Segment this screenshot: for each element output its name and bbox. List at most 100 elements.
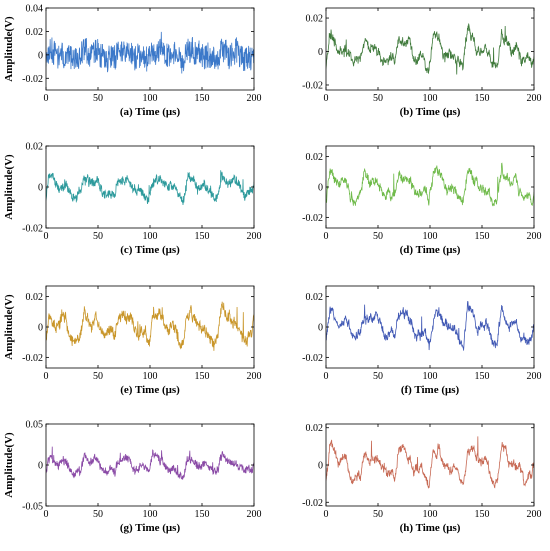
y-tick-label: 0 — [318, 47, 323, 58]
y-tick-label: -0.05 — [22, 502, 43, 513]
x-axis-title: (a) Time (μs) — [120, 106, 181, 118]
signal-series-a — [46, 31, 254, 74]
y-tick-label: 0.02 — [26, 292, 44, 303]
y-tick-label: -0.02 — [302, 213, 323, 224]
y-tick-label: 0.04 — [26, 4, 44, 15]
x-tick-label: 150 — [475, 371, 490, 382]
x-axis-title: (b) Time (μs) — [400, 106, 461, 118]
x-tick-label: 200 — [247, 509, 262, 520]
x-tick-label: 150 — [475, 93, 490, 104]
x-tick-label: 150 — [195, 509, 210, 520]
y-axis-title: Amplitude(V) — [3, 16, 15, 82]
x-tick-label: 50 — [373, 93, 383, 104]
plot-frame — [45, 145, 255, 229]
y-tick-label: -0.02 — [302, 498, 323, 509]
y-tick-label: -0.02 — [302, 353, 323, 364]
y-tick-label: 0.02 — [306, 292, 324, 303]
signal-series-b — [326, 23, 534, 75]
x-tick-label: 50 — [93, 509, 103, 520]
x-tick-label: 0 — [324, 93, 329, 104]
x-tick-label: 0 — [44, 93, 49, 104]
y-tick-label: -0.02 — [22, 74, 43, 85]
x-axis-title: (d) Time (μs) — [400, 244, 461, 256]
signal-series-e — [46, 301, 254, 351]
x-tick-label: 50 — [373, 509, 383, 520]
x-tick-label: 50 — [93, 371, 103, 382]
signal-series-g — [46, 446, 254, 480]
y-tick-label: 0.02 — [26, 27, 44, 38]
x-tick-label: 0 — [324, 371, 329, 382]
y-axis-title: Amplitude(V) — [3, 154, 15, 220]
y-tick-label: 0.02 — [306, 423, 324, 434]
y-axis-title: Amplitude(V) — [3, 294, 15, 360]
y-tick-label: 0.02 — [306, 152, 324, 163]
x-tick-label: 200 — [247, 231, 262, 242]
y-tick-label: 0 — [38, 461, 43, 472]
y-tick-label: -0.02 — [302, 80, 323, 91]
y-tick-label: 0 — [318, 323, 323, 334]
x-tick-label: 200 — [527, 371, 542, 382]
x-tick-label: 200 — [247, 371, 262, 382]
y-tick-label: 0 — [318, 461, 323, 472]
x-axis-title: (f) Time (μs) — [401, 384, 460, 396]
x-axis-title: (c) Time (μs) — [120, 244, 180, 256]
x-tick-label: 0 — [44, 231, 49, 242]
x-tick-label: 100 — [423, 509, 438, 520]
x-tick-label: 150 — [475, 231, 490, 242]
plot-frame — [325, 145, 535, 229]
x-axis-title: (g) Time (μs) — [120, 522, 181, 534]
y-tick-label: 0 — [318, 183, 323, 194]
plot-frame — [325, 423, 535, 507]
signal-series-d — [326, 162, 534, 207]
x-tick-label: 0 — [44, 509, 49, 520]
x-tick-label: 100 — [143, 509, 158, 520]
y-tick-label: -0.02 — [22, 353, 43, 364]
y-tick-label: 0 — [38, 183, 43, 194]
y-tick-label: 0.02 — [26, 142, 44, 153]
plot-frame — [325, 285, 535, 369]
x-tick-label: 0 — [44, 371, 49, 382]
plot-frame — [45, 285, 255, 369]
signal-series-c — [46, 170, 254, 206]
x-tick-label: 0 — [324, 231, 329, 242]
x-tick-label: 150 — [195, 371, 210, 382]
x-tick-label: 200 — [247, 93, 262, 104]
x-tick-label: 200 — [527, 231, 542, 242]
x-tick-label: 200 — [527, 509, 542, 520]
x-tick-label: 100 — [423, 231, 438, 242]
x-tick-label: 50 — [373, 371, 383, 382]
y-axis-title: Amplitude(V) — [3, 432, 15, 498]
x-tick-label: 50 — [93, 231, 103, 242]
y-tick-label: 0 — [38, 50, 43, 61]
x-tick-label: 50 — [93, 93, 103, 104]
signal-series-f — [326, 300, 534, 351]
y-tick-label: 0.05 — [26, 420, 44, 431]
x-tick-label: 200 — [527, 93, 542, 104]
y-tick-label: 0.02 — [306, 14, 324, 25]
x-tick-label: 50 — [373, 231, 383, 242]
x-tick-label: 150 — [195, 231, 210, 242]
x-tick-label: 100 — [423, 371, 438, 382]
x-tick-label: 150 — [195, 93, 210, 104]
y-tick-label: 0 — [38, 323, 43, 334]
x-tick-label: 100 — [423, 93, 438, 104]
x-tick-label: 100 — [143, 93, 158, 104]
x-axis-title: (h) Time (μs) — [400, 522, 461, 534]
x-tick-label: 100 — [143, 231, 158, 242]
x-tick-label: 100 — [143, 371, 158, 382]
x-tick-label: 0 — [324, 509, 329, 520]
x-tick-label: 150 — [475, 509, 490, 520]
y-tick-label: -0.02 — [22, 224, 43, 235]
signal-series-h — [326, 436, 534, 489]
x-axis-title: (e) Time (μs) — [120, 384, 180, 396]
plot-frame — [325, 7, 535, 91]
